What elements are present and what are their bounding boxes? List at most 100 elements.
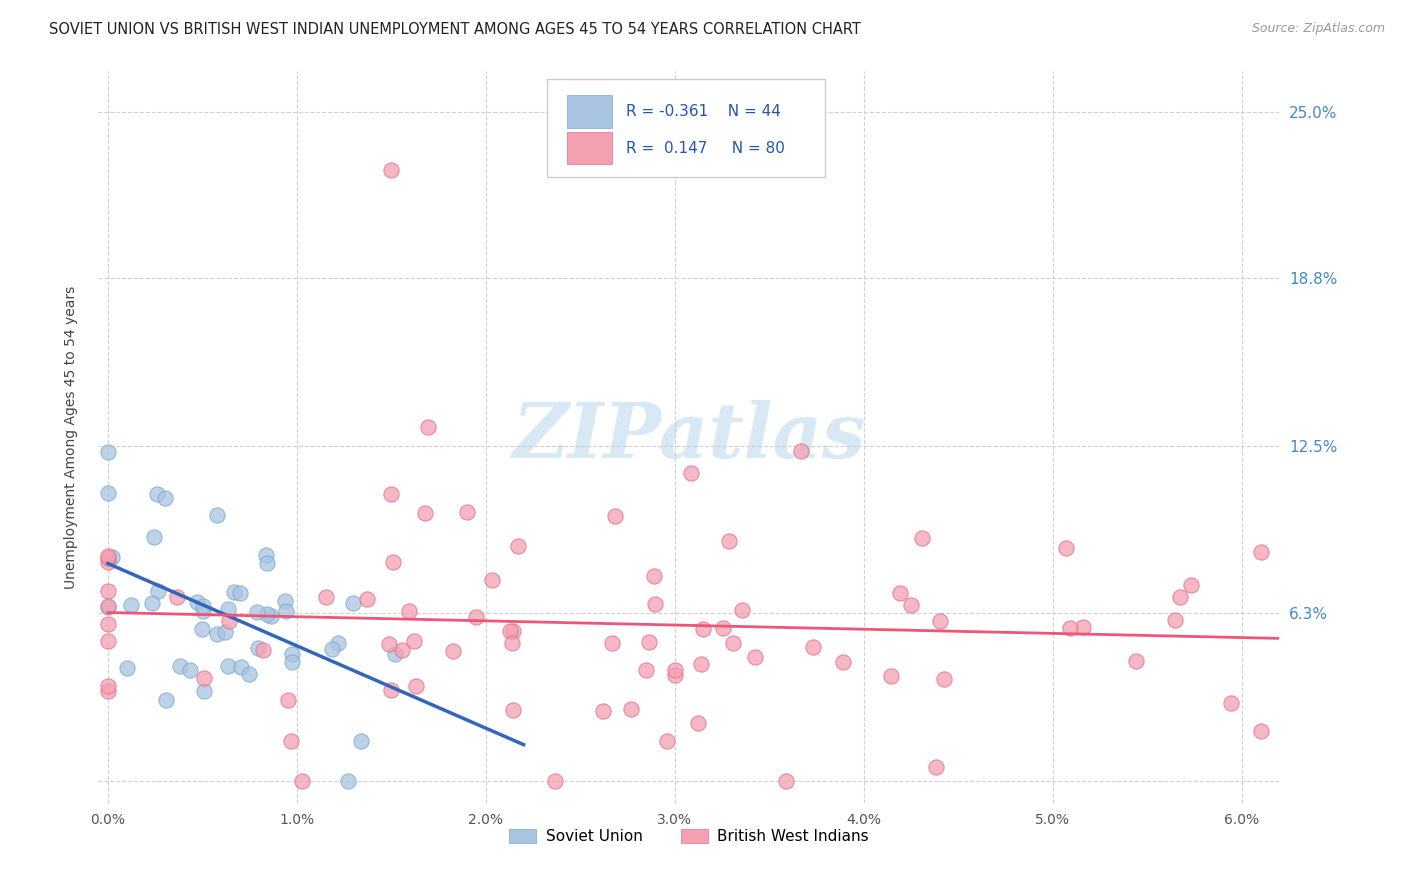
Point [644,597,666,611]
Point [193,671,215,685]
Point [141,596,163,610]
Point [620,702,643,716]
Point [146,583,169,598]
FancyBboxPatch shape [567,132,612,164]
Point [664,664,686,678]
Text: Source: ZipAtlas.com: Source: ZipAtlas.com [1251,22,1385,36]
Point [153,491,176,506]
Point [690,657,713,671]
Point [97,616,120,631]
Point [880,669,903,683]
Point [191,604,214,618]
Point [1054,541,1077,556]
Point [391,642,413,657]
Point [679,466,702,480]
Point [718,533,741,548]
Point [260,608,283,623]
Point [326,636,349,650]
Point [274,604,297,618]
Point [398,604,420,618]
Point [692,622,714,636]
Y-axis label: Unemployment Among Ages 45 to 54 years: Unemployment Among Ages 45 to 54 years [63,285,77,589]
Point [193,684,215,698]
Point [97,549,120,563]
Point [932,673,955,687]
Point [222,585,245,599]
Point [256,607,278,621]
Point [356,591,378,606]
Point [378,637,401,651]
Point [97,599,120,613]
Point [1250,723,1272,738]
Point [101,550,124,565]
Point [281,647,304,661]
Point [169,659,191,673]
Point [1071,620,1094,634]
Point [603,508,626,523]
Point [775,774,797,789]
Point [664,668,686,682]
Point [464,610,486,624]
Point [246,605,269,619]
FancyBboxPatch shape [547,78,825,178]
Point [274,594,297,608]
Point [502,703,524,717]
FancyBboxPatch shape [567,95,612,128]
Point [1180,577,1202,591]
Point [456,505,478,519]
Point [1125,654,1147,668]
Point [191,599,214,614]
Point [97,445,120,459]
Point [637,634,659,648]
Point [256,556,278,570]
Point [280,734,302,748]
Point [254,549,277,563]
Point [217,658,239,673]
Point [744,649,766,664]
Legend: Soviet Union, British West Indians: Soviet Union, British West Indians [503,822,875,850]
Point [925,760,948,774]
Point [544,774,567,789]
Point [229,585,252,599]
Point [634,664,657,678]
Point [350,734,373,748]
Point [889,586,911,600]
Point [205,627,228,641]
Point [97,486,120,500]
Point [657,734,679,748]
Point [402,634,425,648]
Point [730,603,752,617]
Point [120,599,142,613]
Point [217,601,239,615]
Point [252,643,274,657]
Point [231,659,253,673]
Point [1220,696,1243,710]
Point [115,661,138,675]
Point [499,624,522,639]
Point [1168,591,1191,605]
Text: ZIPatlas: ZIPatlas [512,401,866,474]
Point [600,636,623,650]
Point [277,693,299,707]
Point [502,624,524,638]
Point [832,655,855,669]
Point [405,679,427,693]
Point [186,595,208,609]
Text: R = -0.361    N = 44: R = -0.361 N = 44 [626,104,782,120]
Point [910,531,932,545]
Point [900,598,922,612]
Point [336,774,359,789]
Point [205,508,228,523]
Point [143,530,166,544]
Point [1059,621,1081,635]
Point [481,573,503,587]
Point [413,507,436,521]
Point [315,590,337,604]
Point [97,551,120,566]
Point [191,622,214,636]
Point [155,693,177,707]
Point [506,539,529,553]
Point [214,625,236,640]
Point [501,636,523,650]
Point [380,163,402,178]
